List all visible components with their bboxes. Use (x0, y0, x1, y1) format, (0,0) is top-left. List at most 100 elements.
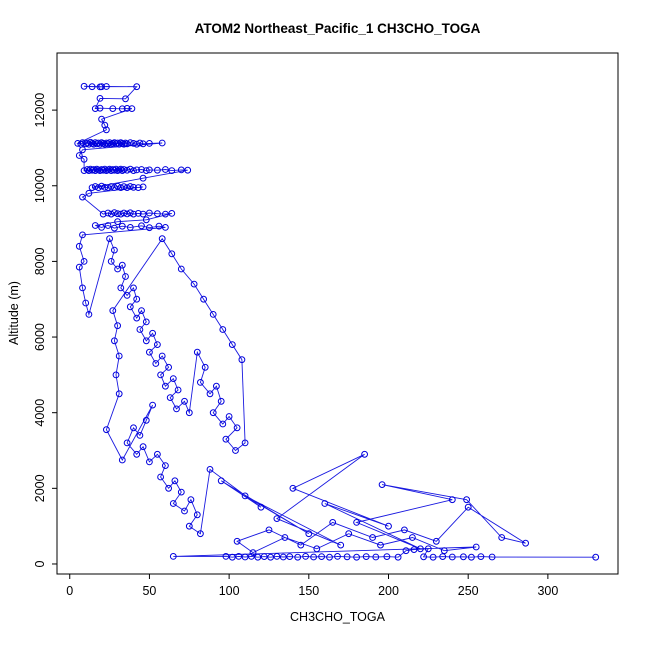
data-point (241, 439, 249, 447)
data-point (286, 553, 294, 560)
data-point (281, 534, 289, 541)
data-point (133, 314, 141, 322)
data-point (118, 261, 126, 269)
data-point (241, 553, 249, 561)
data-point (106, 165, 113, 173)
data-point (114, 182, 121, 190)
data-point (206, 390, 214, 398)
data-point (162, 462, 169, 470)
data-point (139, 140, 147, 148)
data-point (118, 222, 126, 230)
data-point (123, 210, 131, 218)
data-point (206, 466, 214, 473)
data-point (209, 409, 217, 417)
data-point (112, 165, 120, 173)
data-point (142, 167, 150, 175)
data-point (157, 473, 165, 481)
data-point (448, 496, 456, 504)
data-point (273, 553, 281, 560)
data-point (96, 140, 104, 148)
data-point (85, 167, 93, 175)
data-point (146, 166, 153, 174)
data-point (401, 526, 408, 534)
data-point (168, 210, 176, 217)
data-point (95, 139, 102, 147)
data-point (115, 352, 123, 360)
data-point (448, 553, 456, 561)
data-point (79, 284, 86, 292)
data-point (98, 115, 105, 123)
data-point (79, 139, 86, 147)
data-point (101, 183, 109, 191)
y-axis-tick-label: 6000 (33, 323, 47, 351)
data-point (378, 481, 386, 489)
data-point (146, 224, 153, 232)
data-point (217, 477, 225, 485)
data-point (142, 416, 150, 424)
data-point (123, 140, 131, 148)
data-point (424, 545, 432, 553)
data-point (149, 401, 157, 409)
data-point (460, 553, 467, 561)
data-point (233, 424, 241, 432)
data-point (249, 549, 257, 556)
data-point (107, 258, 115, 265)
x-axis-tick-label: 250 (458, 584, 479, 598)
data-point (154, 450, 161, 458)
data-point (162, 210, 169, 218)
data-point (498, 534, 506, 541)
data-point (80, 155, 88, 163)
data-point (222, 435, 230, 443)
data-point (133, 450, 141, 458)
data-point (181, 397, 188, 405)
data-point (130, 424, 137, 432)
data-point (362, 553, 370, 560)
data-point (111, 224, 118, 232)
data-point (201, 363, 209, 371)
data-point (122, 95, 129, 103)
data-point (138, 307, 145, 315)
data-point (472, 543, 480, 551)
data-point (120, 140, 128, 148)
data-point (228, 341, 236, 349)
data-point (91, 183, 99, 190)
data-point (118, 167, 126, 175)
data-point (313, 545, 321, 553)
data-point (142, 337, 150, 345)
data-point (75, 242, 83, 250)
data-point (209, 311, 217, 318)
data-point (200, 295, 208, 303)
data-point (377, 541, 384, 549)
data-point (222, 553, 230, 560)
data-point (241, 492, 249, 500)
data-point (488, 553, 496, 561)
data-point (193, 511, 201, 519)
data-point (154, 210, 161, 218)
data-point (107, 210, 115, 218)
data-point (130, 284, 137, 292)
data-point (74, 140, 82, 147)
data-point (329, 519, 337, 526)
data-point (118, 105, 126, 113)
data-point (305, 530, 313, 538)
data-point (85, 189, 93, 197)
data-point (155, 222, 163, 230)
data-point (136, 326, 144, 333)
data-point (177, 166, 185, 174)
data-point (162, 166, 169, 173)
data-point (168, 167, 176, 175)
data-point (181, 507, 188, 515)
data-point (80, 82, 88, 90)
data-point (343, 553, 351, 561)
data-point (126, 303, 134, 311)
data-point (120, 183, 128, 191)
data-point (217, 397, 225, 405)
data-point (464, 503, 472, 511)
data-point (90, 166, 98, 173)
y-axis-tick-label: 0 (33, 560, 47, 567)
data-point (107, 167, 115, 175)
data-point (162, 382, 169, 390)
data-point (120, 166, 128, 173)
data-point (463, 496, 471, 504)
data-point (289, 484, 297, 492)
